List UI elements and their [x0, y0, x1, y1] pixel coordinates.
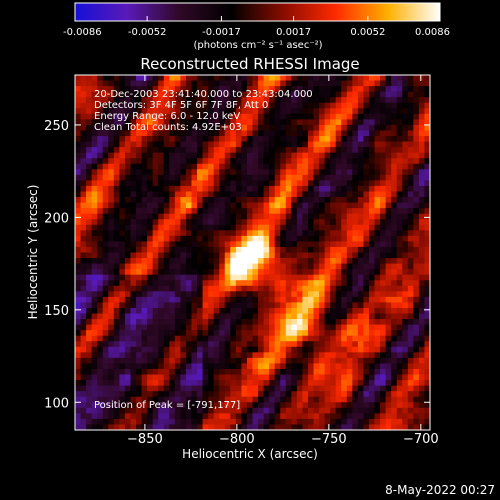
colorbar-tick-label: -0.0017	[202, 27, 241, 38]
colorbar	[74, 2, 441, 22]
plot-frame	[74, 74, 431, 431]
colorbar-tick-label: -0.0052	[128, 27, 167, 38]
colorbar-units: (photons cm⁻² s⁻¹ asec⁻²)	[193, 40, 322, 51]
axis-ticks: −850 −800 −750 −700 100 150 200 250	[44, 75, 439, 447]
annotation-line: Energy Range: 6.0 - 12.0 keV	[94, 111, 240, 122]
y-tick-label: 250	[44, 119, 69, 134]
annotation-line: Clean Total counts: 4.92E+03	[94, 122, 242, 133]
colorbar-tick-label: 0.0086	[415, 27, 450, 38]
peak-position-label: Position of Peak = [-791,177]	[94, 400, 240, 411]
x-tick-label: −750	[311, 432, 347, 447]
y-axis-title: Heliocentric Y (arcsec)	[26, 185, 40, 320]
x-tick-label: −850	[127, 432, 163, 447]
x-tick-label: −800	[219, 432, 255, 447]
y-tick-label: 100	[44, 396, 69, 411]
x-tick-label: −700	[403, 432, 439, 447]
annotation-block: 20-Dec-2003 23:41:40.000 to 23:43:04.000…	[94, 89, 313, 133]
y-tick-label: 150	[44, 304, 69, 319]
footer-date: 8-May-2022 00:27	[385, 483, 495, 497]
colorbar-tick-label: 0.0052	[350, 27, 385, 38]
x-axis-title: Heliocentric X (arcsec)	[182, 447, 318, 461]
annotation-line: Detectors: 3F 4F 5F 6F 7F 8F, Att 0	[94, 100, 268, 111]
colorbar-ticks: -0.0086 -0.0052 -0.0017 0.0017 0.0052 0.0086	[63, 16, 450, 38]
y-tick-label: 200	[44, 211, 69, 226]
heatmap-image	[75, 75, 430, 430]
colorbar-tick-label: 0.0017	[276, 27, 311, 38]
annotation-line: 20-Dec-2003 23:41:40.000 to 23:43:04.000	[94, 89, 313, 100]
colorbar-tick-label: -0.0086	[63, 27, 102, 38]
chart-title: Reconstructed RHESSI Image	[140, 55, 359, 73]
